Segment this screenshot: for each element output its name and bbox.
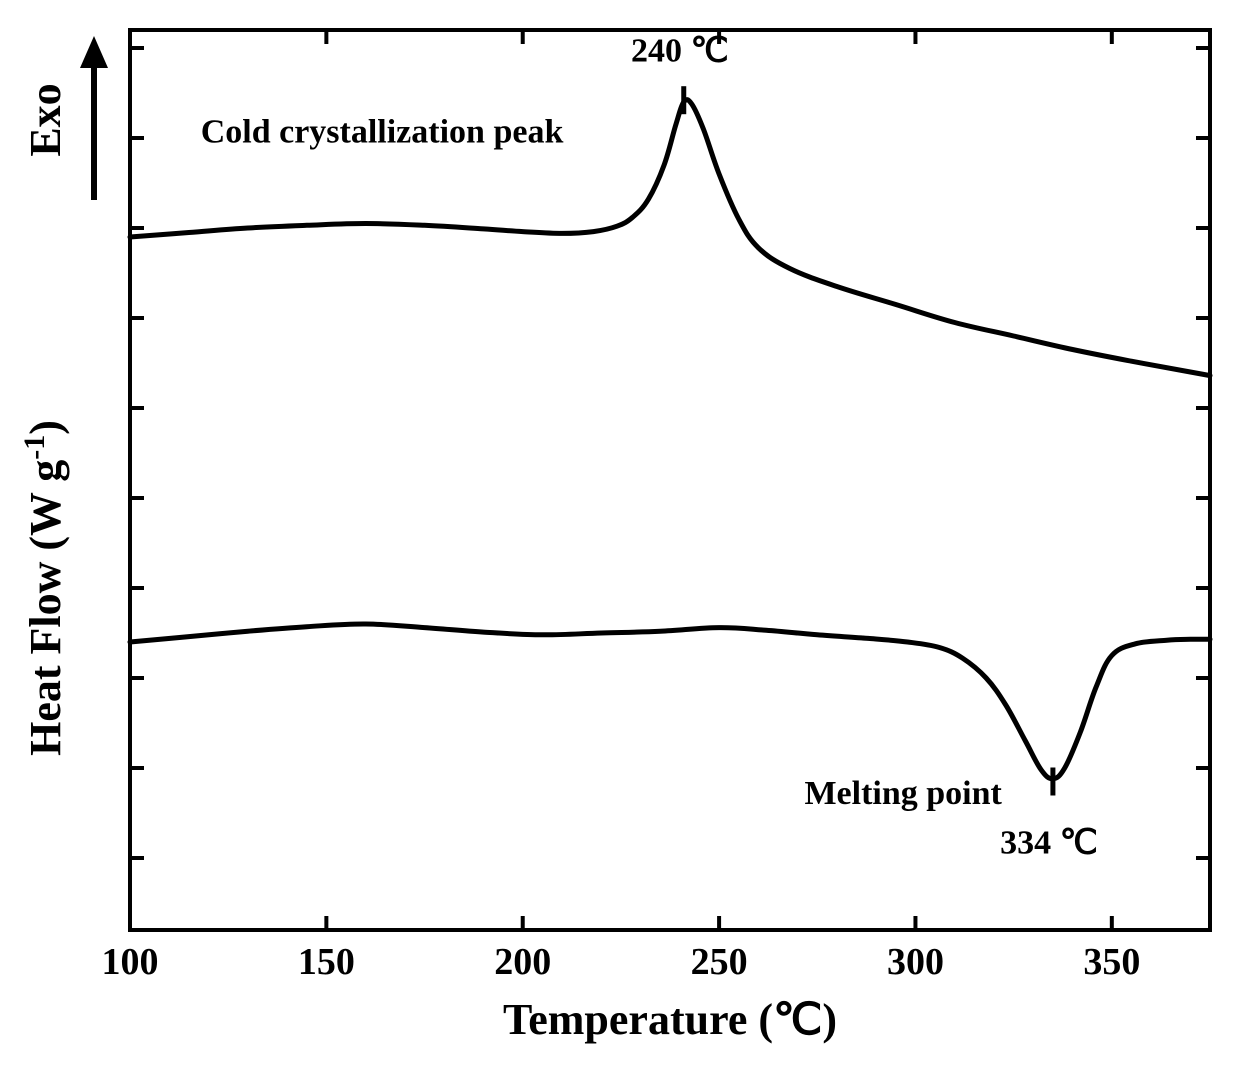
exo-arrow bbox=[80, 36, 108, 200]
chart-svg: 100 150 200 250 300 350 Cold crystallization … bbox=[0, 0, 1240, 1075]
y-axis-ticks bbox=[130, 48, 1210, 858]
curve-bottom bbox=[130, 624, 1210, 779]
x-tick-label: 150 bbox=[298, 941, 355, 983]
x-tick-label: 350 bbox=[1083, 941, 1140, 983]
exo-arrow-head bbox=[80, 36, 108, 68]
melting-point-label: Melting point bbox=[804, 775, 1002, 812]
x-axis-label: Temperature (℃) bbox=[503, 995, 837, 1044]
x-tick-label: 250 bbox=[691, 941, 748, 983]
x-tick-label: 200 bbox=[494, 941, 551, 983]
y-axis-label: Heat Flow (W g-1) bbox=[18, 420, 70, 756]
x-axis-ticks: 100 150 200 250 300 350 bbox=[102, 30, 1141, 983]
plot-border bbox=[130, 30, 1210, 930]
melting-point-value: 334 ℃ bbox=[1000, 825, 1098, 862]
x-tick-label: 100 bbox=[102, 941, 159, 983]
data-curves bbox=[130, 100, 1210, 779]
cold-crystallization-label: Cold crystallization peak bbox=[201, 114, 564, 151]
x-tick-label: 300 bbox=[887, 941, 944, 983]
dsc-chart: 100 150 200 250 300 350 Cold crystallization … bbox=[0, 0, 1240, 1075]
cold-crystallization-value: 240 ℃ bbox=[631, 33, 729, 70]
exo-label: Exo bbox=[21, 83, 70, 156]
